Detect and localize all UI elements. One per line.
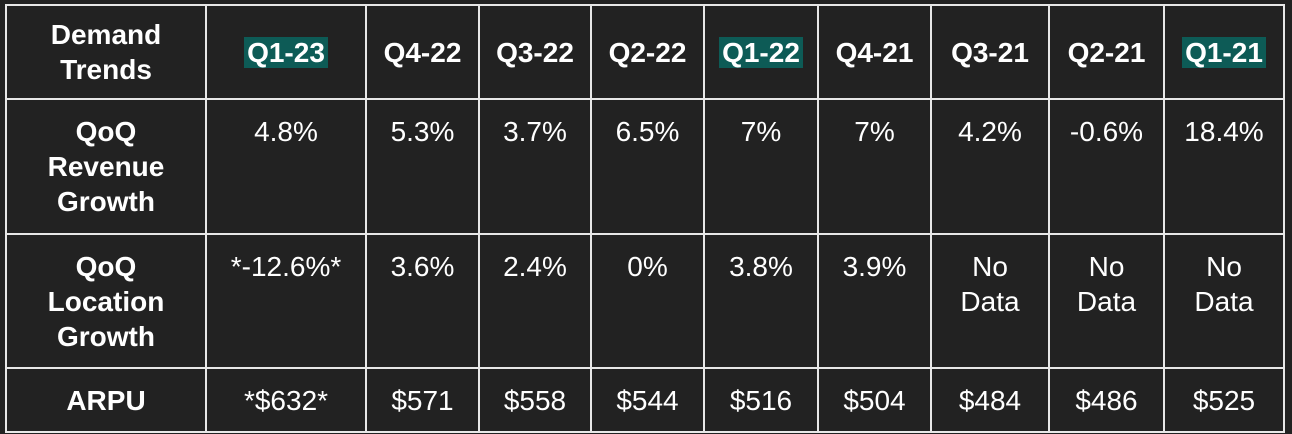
demand-table: Demand Trends Q1-23 Q4-22 Q3-22 Q2-22 Q1-22 Q4… [5,4,1285,433]
column-label: Q2-21 [1067,36,1146,68]
table-row: QoQ Revenue Growth 4.8% 5.3% 3.7% 6.5% 7% 7% 4.… [5,98,1285,235]
table-cell: 2.4% [478,233,592,369]
row-header: QoQ Revenue Growth [5,98,207,235]
table-row: ARPU *$632* $571 $558 $544 $516 $504 $484 $486 $5… [5,367,1285,433]
table-cell: 3.9% [817,233,932,369]
table-cell: $544 [590,367,705,433]
column-label: Q4-21 [835,36,914,68]
table-cell: 6.5% [590,98,705,235]
table-cell: No Data [1048,233,1165,369]
column-label: Q1-22 [719,36,803,68]
corner-header: Demand Trends [5,4,207,100]
table-cell: 7% [817,98,932,235]
column-label: Q2-22 [608,36,687,68]
table-cell: *-12.6%* [205,233,367,369]
column-header: Q2-22 [590,4,705,100]
table-cell: $525 [1163,367,1285,433]
column-label: Q1-23 [244,36,328,68]
column-header: Q1-21 [1163,4,1285,100]
column-header: Q2-21 [1048,4,1165,100]
table-cell: *$632* [205,367,367,433]
table-cell: No Data [930,233,1050,369]
column-header: Q1-23 [205,4,367,100]
table-cell: $558 [478,367,592,433]
table-cell: $504 [817,367,932,433]
table-cell: -0.6% [1048,98,1165,235]
table-cell: 3.8% [703,233,819,369]
table-row: QoQ Location Growth *-12.6%* 3.6% 2.4% 0% 3.8… [5,233,1285,369]
table-cell: 4.2% [930,98,1050,235]
table-cell: No Data [1163,233,1285,369]
table-cell: 5.3% [365,98,480,235]
column-header: Q1-22 [703,4,819,100]
column-label: Q3-21 [951,36,1029,68]
column-label: Q3-22 [496,36,574,68]
table-cell: 18.4% [1163,98,1285,235]
column-header: Q3-22 [478,4,592,100]
column-header: Q4-22 [365,4,480,100]
table-cell: $516 [703,367,819,433]
table-cell: 3.6% [365,233,480,369]
column-label: Q4-22 [383,36,462,68]
column-header: Q4-21 [817,4,932,100]
table-cell: 7% [703,98,819,235]
table-cell: $486 [1048,367,1165,433]
column-label: Q1-21 [1182,36,1266,68]
table-cell: $484 [930,367,1050,433]
row-header: QoQ Location Growth [5,233,207,369]
table-cell: 0% [590,233,705,369]
table-cell: 3.7% [478,98,592,235]
row-header: ARPU [5,367,207,433]
column-header: Q3-21 [930,4,1050,100]
table-cell: $571 [365,367,480,433]
table-cell: 4.8% [205,98,367,235]
